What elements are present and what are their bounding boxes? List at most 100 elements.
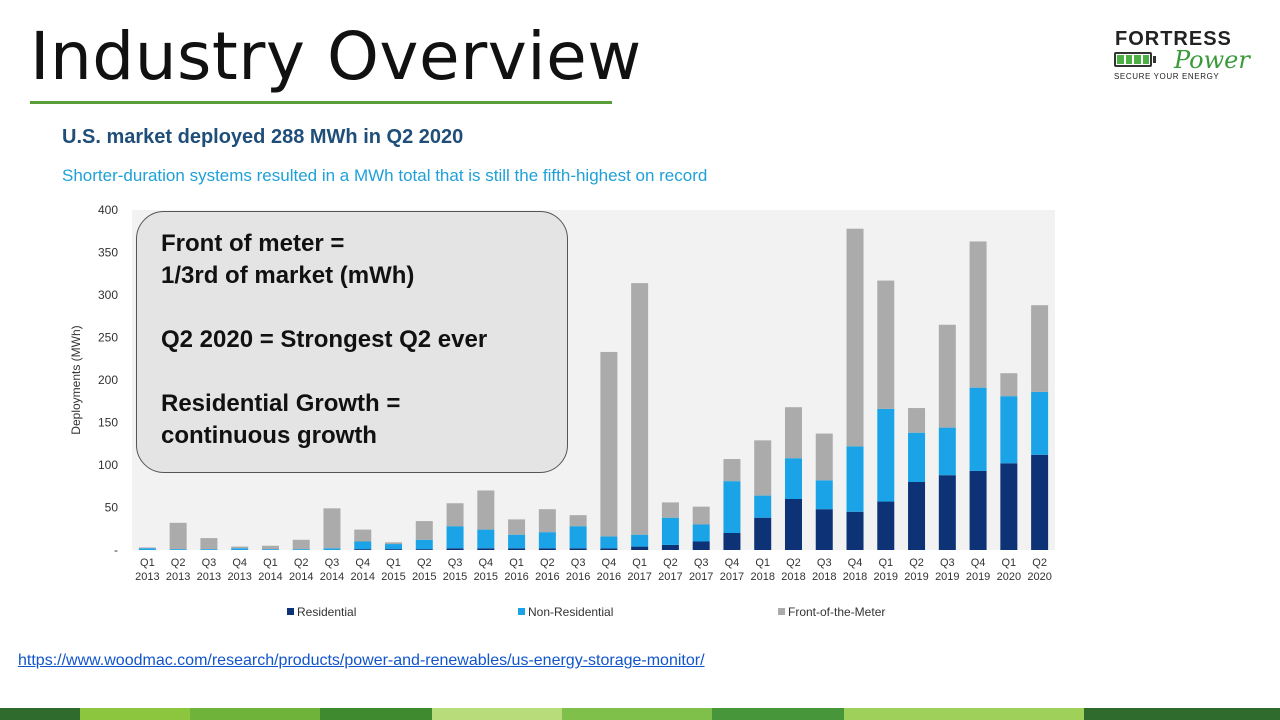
bar-non-residential — [138, 548, 156, 550]
x-tick-quarter: Q4 — [602, 557, 617, 569]
bar-residential — [877, 501, 895, 550]
footer-segment — [1084, 708, 1280, 720]
x-tick-quarter: Q3 — [694, 557, 709, 569]
x-tick-year: 2017 — [689, 571, 713, 583]
bar-non-residential — [477, 529, 495, 549]
x-tick-year: 2017 — [720, 571, 744, 583]
x-tick-year: 2018 — [781, 571, 805, 583]
x-tick-quarter: Q1 — [509, 557, 524, 569]
x-tick-quarter: Q3 — [940, 557, 955, 569]
bar-non-residential — [908, 432, 926, 482]
legend-swatch — [287, 608, 294, 615]
source-link[interactable]: https://www.woodmac.com/research/product… — [18, 652, 705, 669]
bar-front-of-the-meter — [261, 545, 279, 550]
bar-front-of-the-meter — [692, 506, 710, 525]
bar-non-residential — [569, 526, 587, 549]
y-tick-label: 150 — [98, 416, 118, 430]
bar-residential — [508, 548, 526, 550]
bar-residential — [723, 533, 741, 550]
x-tick-year: 2015 — [381, 571, 405, 583]
x-tick-year: 2014 — [351, 571, 375, 583]
x-tick-quarter: Q4 — [971, 557, 986, 569]
x-tick-quarter: Q2 — [540, 557, 555, 569]
bar-non-residential — [815, 480, 833, 510]
bar-non-residential — [200, 549, 218, 550]
title-underline — [30, 101, 612, 104]
x-tick-quarter: Q4 — [355, 557, 370, 569]
bar-front-of-the-meter — [1031, 305, 1049, 392]
bar-residential — [569, 548, 587, 550]
legend-label: Residential — [297, 605, 356, 619]
footer-segment — [320, 708, 432, 720]
bar-residential — [661, 544, 679, 550]
bar-residential — [631, 546, 649, 550]
bar-front-of-the-meter — [784, 407, 802, 459]
x-tick-year: 2016 — [597, 571, 621, 583]
footer-segment — [712, 708, 844, 720]
footer-segment — [562, 708, 712, 720]
bar-front-of-the-meter — [477, 490, 495, 530]
callout-line: continuous growth — [161, 422, 377, 449]
logo-tagline: SECURE YOUR ENERGY — [1114, 72, 1220, 81]
bar-non-residential — [508, 534, 526, 549]
bar-non-residential — [692, 524, 710, 542]
footer-segment — [432, 708, 562, 720]
y-tick-label: 250 — [98, 331, 118, 345]
bar-front-of-the-meter — [754, 440, 772, 496]
bar-non-residential — [969, 387, 987, 471]
logo-brand: FORTRESS — [1115, 28, 1232, 50]
callout-line: 1/3rd of market (mWh) — [161, 262, 415, 289]
bar-front-of-the-meter — [323, 508, 341, 549]
footer-segment — [0, 708, 80, 720]
bar-non-residential — [600, 536, 618, 549]
x-tick-year: 2015 — [474, 571, 498, 583]
bar-non-residential — [354, 541, 372, 550]
callout-line — [161, 292, 567, 324]
bar-front-of-the-meter — [138, 547, 156, 549]
x-tick-year: 2016 — [504, 571, 528, 583]
bar-residential — [815, 509, 833, 550]
x-tick-quarter: Q2 — [417, 557, 432, 569]
x-tick-year: 2016 — [535, 571, 559, 583]
x-tick-year: 2020 — [1027, 571, 1051, 583]
x-tick-year: 2019 — [904, 571, 928, 583]
callout-line — [161, 356, 567, 388]
bar-front-of-the-meter — [446, 503, 464, 527]
bar-non-residential — [231, 548, 249, 550]
footer-segment — [190, 708, 320, 720]
x-tick-quarter: Q1 — [386, 557, 401, 569]
bar-non-residential — [446, 526, 464, 549]
y-tick-label: 300 — [98, 288, 118, 302]
bar-non-residential — [292, 549, 310, 550]
x-tick-year: 2014 — [258, 571, 282, 583]
bar-front-of-the-meter — [292, 539, 310, 550]
bar-non-residential — [784, 458, 802, 499]
bar-residential — [538, 548, 556, 550]
bar-non-residential — [1000, 396, 1018, 464]
chart-title: U.S. market deployed 288 MWh in Q2 2020 — [62, 126, 464, 148]
bar-front-of-the-meter — [723, 459, 741, 482]
bar-residential — [846, 511, 864, 550]
bar-non-residential — [938, 427, 956, 476]
bar-front-of-the-meter — [508, 519, 526, 535]
chart-subtitle: Shorter-duration systems resulted in a M… — [62, 166, 708, 185]
legend-label: Non-Residential — [528, 605, 613, 619]
bar-residential — [692, 541, 710, 550]
x-tick-year: 2018 — [750, 571, 774, 583]
x-tick-year: 2019 — [874, 571, 898, 583]
bar-residential — [754, 517, 772, 550]
bar-non-residential — [385, 544, 403, 550]
x-tick-year: 2016 — [566, 571, 590, 583]
x-tick-year: 2018 — [843, 571, 867, 583]
bar-residential — [477, 548, 495, 550]
bar-residential — [938, 475, 956, 550]
bar-residential — [415, 549, 433, 550]
x-tick-quarter: Q3 — [325, 557, 340, 569]
bar-front-of-the-meter — [1000, 373, 1018, 397]
x-tick-quarter: Q3 — [448, 557, 463, 569]
y-tick-label: 100 — [98, 458, 118, 472]
bar-residential — [908, 482, 926, 550]
callout-line: Residential Growth = — [161, 390, 401, 417]
footer-segment — [844, 708, 1084, 720]
bar-front-of-the-meter — [661, 502, 679, 518]
